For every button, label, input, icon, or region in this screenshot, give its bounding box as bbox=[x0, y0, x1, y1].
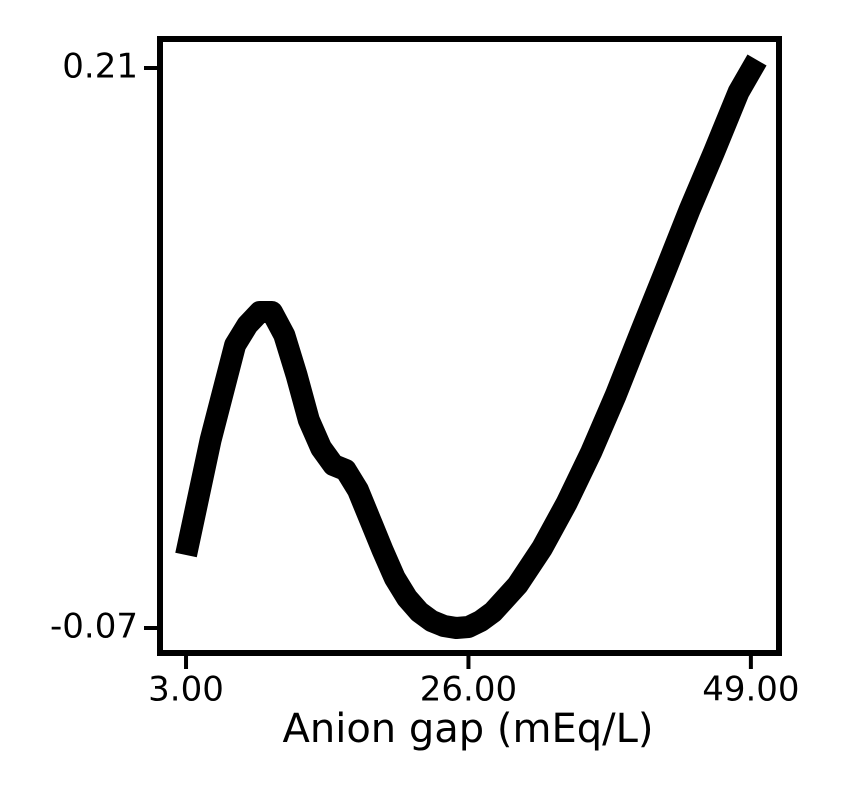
x-axis-label: Anion gap (mEq/L) bbox=[283, 706, 654, 752]
y-tick-label: -0.07 bbox=[50, 607, 138, 647]
y-tick-label: 0.21 bbox=[62, 47, 138, 87]
plot-frame bbox=[157, 36, 782, 656]
x-tick-label: 26.00 bbox=[420, 670, 517, 710]
x-tick-label: 49.00 bbox=[702, 670, 799, 710]
line bbox=[175, 54, 767, 639]
x-tick-label: 3.00 bbox=[148, 670, 224, 710]
